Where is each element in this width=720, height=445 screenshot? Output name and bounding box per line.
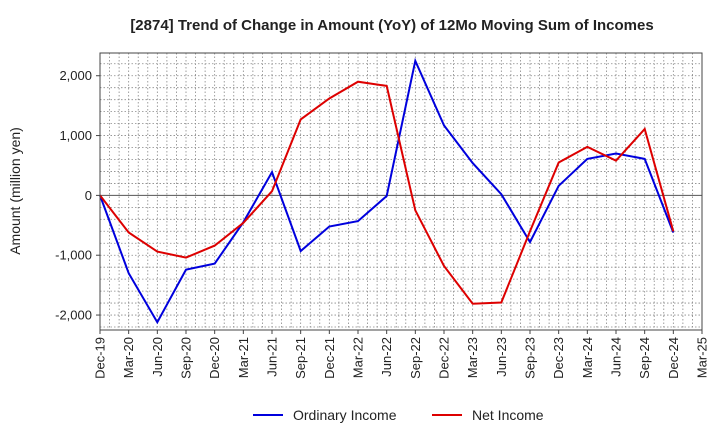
legend-label-ordinary-income: Ordinary Income xyxy=(293,407,397,423)
x-tick-label: Mar-22 xyxy=(351,337,366,378)
x-tick-label: Sep-22 xyxy=(408,337,423,379)
x-tick-label: Dec-22 xyxy=(437,337,452,379)
x-tick-label: Jun-24 xyxy=(609,337,624,377)
x-tick-label: Dec-24 xyxy=(666,337,681,379)
y-tick-label: -2,000 xyxy=(55,308,92,323)
x-tick-label: Jun-21 xyxy=(265,337,280,377)
x-tick-label: Mar-20 xyxy=(121,337,136,378)
series-line-ordinary-income xyxy=(99,57,675,325)
x-tick-label: Dec-21 xyxy=(322,337,337,379)
x-tick-label: Dec-23 xyxy=(551,337,566,379)
y-tick-label: 0 xyxy=(85,188,92,203)
series-line-net-income xyxy=(99,80,675,305)
grid-lines xyxy=(100,53,702,330)
chart-title: [2874] Trend of Change in Amount (YoY) o… xyxy=(130,17,653,34)
series-layer xyxy=(99,57,675,325)
x-tick-label: Mar-23 xyxy=(465,337,480,378)
x-tick-label: Sep-20 xyxy=(179,337,194,379)
x-tick-labels: Dec-19 Mar-20 Jun-20 Sep-20 Dec-20 Mar-21 Jun-… xyxy=(93,330,710,379)
x-tick-label: Mar-25 xyxy=(695,337,710,378)
x-tick-label: Dec-19 xyxy=(93,337,108,379)
y-tick-label: -1,000 xyxy=(55,248,92,263)
x-tick-label: Sep-23 xyxy=(523,337,538,379)
x-tick-label: Mar-24 xyxy=(580,337,595,378)
y-tick-labels: 2,000 1,000 0 -1,000 -2,000 xyxy=(55,68,100,323)
x-tick-label: Sep-21 xyxy=(293,337,308,379)
x-tick-label: Jun-22 xyxy=(379,337,394,377)
x-tick-label: Sep-24 xyxy=(637,337,652,379)
y-axis-label: Amount (million yen) xyxy=(7,127,23,255)
x-tick-label: Mar-21 xyxy=(236,337,251,378)
y-tick-label: 2,000 xyxy=(59,68,92,83)
legend-label-net-income: Net Income xyxy=(472,407,544,423)
plot-border xyxy=(99,52,703,331)
y-tick-label: 1,000 xyxy=(59,128,92,143)
x-tick-label: Jun-23 xyxy=(494,337,509,377)
legend: Ordinary Income Net Income xyxy=(253,407,544,423)
x-tick-label: Dec-20 xyxy=(207,337,222,379)
plot-area xyxy=(100,53,702,330)
x-tick-label: Jun-20 xyxy=(150,337,165,377)
